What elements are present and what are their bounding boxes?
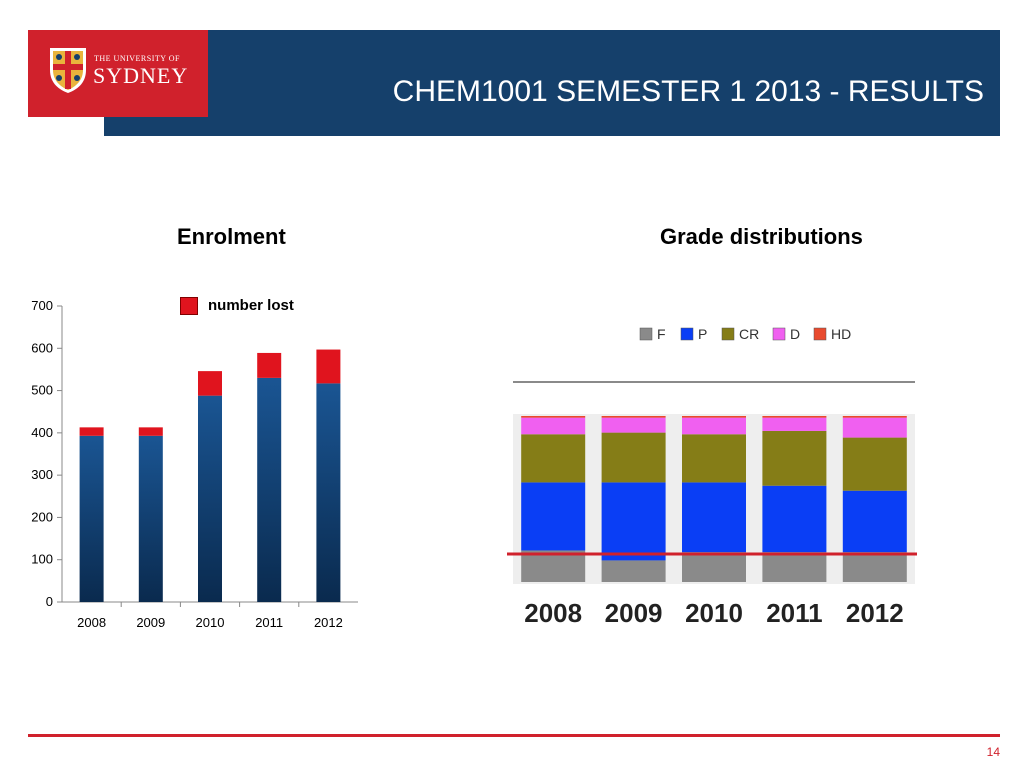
bar-number-lost [79,427,104,436]
title-bar [104,30,1000,136]
bar-grade-cr [762,430,827,486]
y-tick-label: 0 [46,594,53,609]
legend-swatch-f [639,327,653,341]
legend-label-cr: CR [739,326,759,342]
y-tick-label: 400 [31,425,53,440]
bar-grade-hd [762,416,827,418]
bar-number-lost [257,352,282,378]
legend-label-number-lost: number lost [208,297,294,314]
bar-grade-p [762,485,827,553]
y-tick-label: 500 [31,383,53,398]
bar-grade-f [521,550,586,582]
legend-swatch-p [680,327,694,341]
legend-swatch-number-lost [180,297,198,315]
legend-label-hd: HD [831,326,851,342]
x-tick-label: 2009 [605,598,663,628]
legend-swatch-cr [721,327,735,341]
x-tick-label: 2010 [196,615,225,630]
bar-grade-cr [682,434,746,483]
page-number: 14 [986,745,1000,759]
x-tick-label: 2011 [766,598,822,628]
x-tick-label: 2011 [255,615,283,630]
x-tick-label: 2008 [77,615,106,630]
bar-grade-hd [682,416,746,418]
legend-swatch-d [772,327,786,341]
bar-grade-p [682,482,746,553]
bar-grade-d [521,417,586,435]
bar-grade-f [762,552,827,582]
bar-grade-d [762,417,827,431]
x-tick-label: 2008 [524,598,582,628]
y-tick-label: 300 [31,467,53,482]
legend-swatch-hd [813,327,827,341]
grade-chart-title: Grade distributions [660,224,863,249]
grade-distribution-chart: F P CR D HD 2008 2009 2010 2011 2012 [507,326,917,628]
bar-enrolled [138,435,163,602]
bar-grade-f [601,560,666,582]
bar-grade-cr [601,432,666,483]
bar-grade-cr [521,434,586,483]
y-tick-label: 700 [31,298,53,313]
bar-grade-f [682,552,746,582]
bar-number-lost [316,349,341,384]
y-tick-label: 100 [31,552,53,567]
bar-grade-d [682,417,746,435]
bar-enrolled [316,383,341,602]
x-tick-label: 2009 [136,615,165,630]
bar-grade-p [842,490,907,553]
enrolment-chart: 0 100 200 300 400 500 600 700 2008 2009 2010 2011 20… [31,298,358,630]
bar-grade-hd [601,416,666,418]
legend-label-f: F [657,326,666,342]
footer-line [28,734,1000,737]
x-tick-label: 2012 [314,615,343,630]
bar-grade-p [601,482,666,561]
legend-label-d: D [790,326,800,342]
bar-grade-cr [842,437,907,491]
logo-text-big: SYDNEY [93,63,189,88]
x-tick-label: 2010 [685,598,743,628]
slide-title: CHEM1001 SEMESTER 1 2013 - RESULTS [392,75,984,108]
bar-grade-d [842,417,907,438]
enrolment-chart-title: Enrolment [177,224,286,249]
bar-grade-f [842,552,907,582]
bar-number-lost [138,427,163,436]
bar-number-lost [198,371,222,396]
y-tick-label: 600 [31,340,53,355]
bar-enrolled [257,377,282,602]
bar-grade-hd [521,416,586,418]
bar-grade-hd [842,416,907,418]
logo-text-small: THE UNIVERSITY OF [94,54,180,63]
bar-grade-p [521,482,586,551]
bar-enrolled [198,395,222,602]
university-logo: THE UNIVERSITY OF SYDNEY [28,30,208,117]
bar-grade-d [601,417,666,433]
legend-label-p: P [698,326,707,342]
y-tick-label: 200 [31,509,53,524]
x-tick-label: 2012 [846,598,904,628]
bar-enrolled [79,435,104,602]
crest-icon [50,48,86,93]
